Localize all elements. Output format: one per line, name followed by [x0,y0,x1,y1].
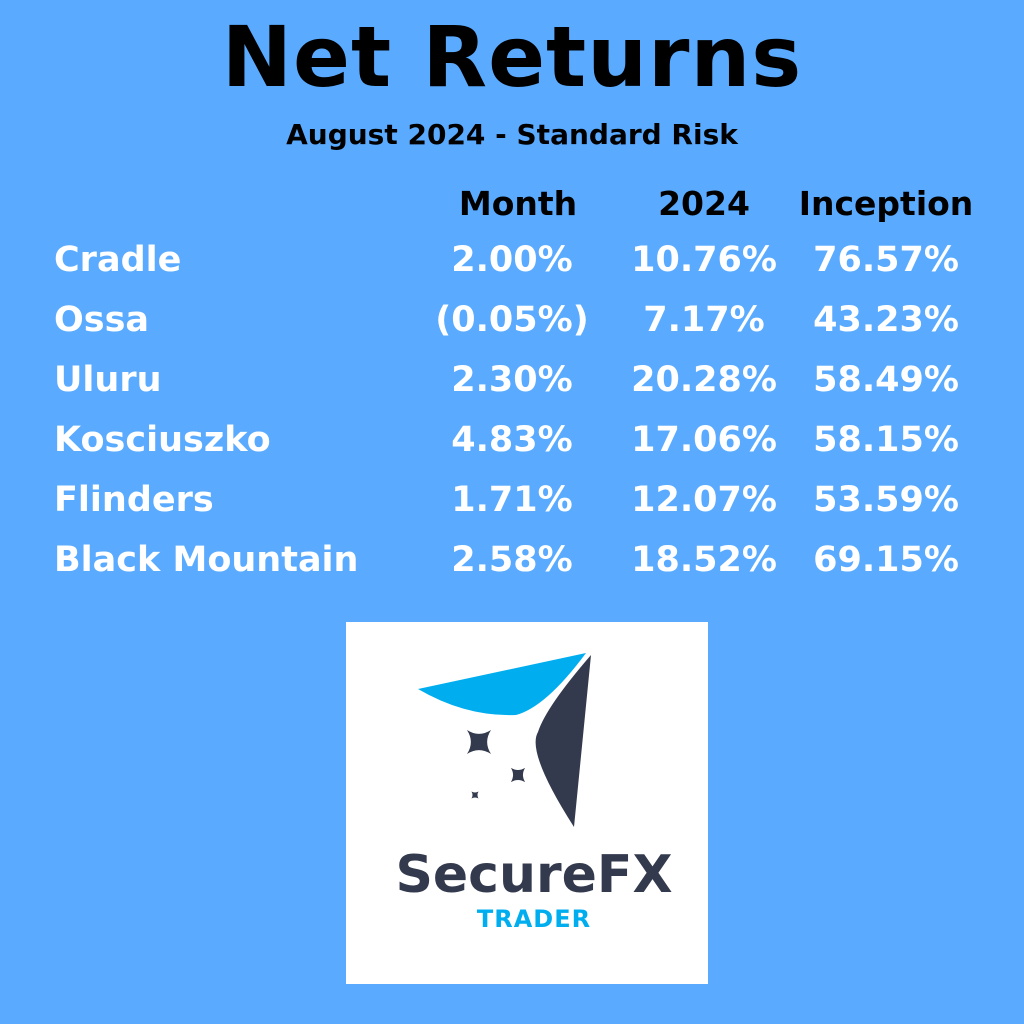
table-row: Ossa (0.05%) 7.17% 43.23% [0,300,1024,350]
ytd-return: 7.17% [643,300,765,340]
logo-sail-icon [535,655,591,827]
column-header-2024: 2024 [658,184,750,223]
column-header-month: Month [458,184,578,223]
logo-wing-icon [418,653,586,716]
inception-return: 43.23% [813,300,959,340]
fund-name: Flinders [54,480,214,520]
fund-name: Kosciuszko [54,420,271,460]
inception-return: 69.15% [813,540,959,580]
table-row: Flinders 1.71% 12.07% 53.59% [0,480,1024,530]
logo-graphic: SecureFX TRADER [395,653,673,933]
logo-brand: SecureFX [395,845,672,905]
fund-name: Cradle [54,240,182,280]
month-return: 4.83% [451,420,573,460]
table-row: Uluru 2.30% 20.28% 58.49% [0,360,1024,410]
inception-return: 58.49% [813,360,959,400]
securefx-logo: SecureFX TRADER [346,622,708,984]
star-icon [510,767,526,783]
table-row: Kosciuszko 4.83% 17.06% 58.15% [0,420,1024,470]
month-return: 2.00% [451,240,573,280]
star-icon [471,791,479,799]
month-return: 1.71% [451,480,573,520]
month-return: 2.30% [451,360,573,400]
table-row: Cradle 2.00% 10.76% 76.57% [0,240,1024,290]
page-subtitle: August 2024 - Standard Risk [286,118,738,151]
table-row: Black Mountain 2.58% 18.52% 69.15% [0,540,1024,590]
ytd-return: 20.28% [631,360,777,400]
page-title: Net Returns [221,8,803,106]
logo-tagline: TRADER [477,905,591,933]
column-header-inception: Inception [798,184,974,223]
inception-return: 53.59% [813,480,959,520]
star-icon [466,729,492,755]
inception-return: 58.15% [813,420,959,460]
month-return: (0.05%) [435,300,589,340]
fund-name: Ossa [54,300,150,340]
fund-name: Black Mountain [54,540,359,580]
ytd-return: 18.52% [631,540,777,580]
month-return: 2.58% [451,540,573,580]
ytd-return: 17.06% [631,420,777,460]
fund-name: Uluru [54,360,162,400]
inception-return: 76.57% [813,240,959,280]
ytd-return: 10.76% [631,240,777,280]
ytd-return: 12.07% [631,480,777,520]
